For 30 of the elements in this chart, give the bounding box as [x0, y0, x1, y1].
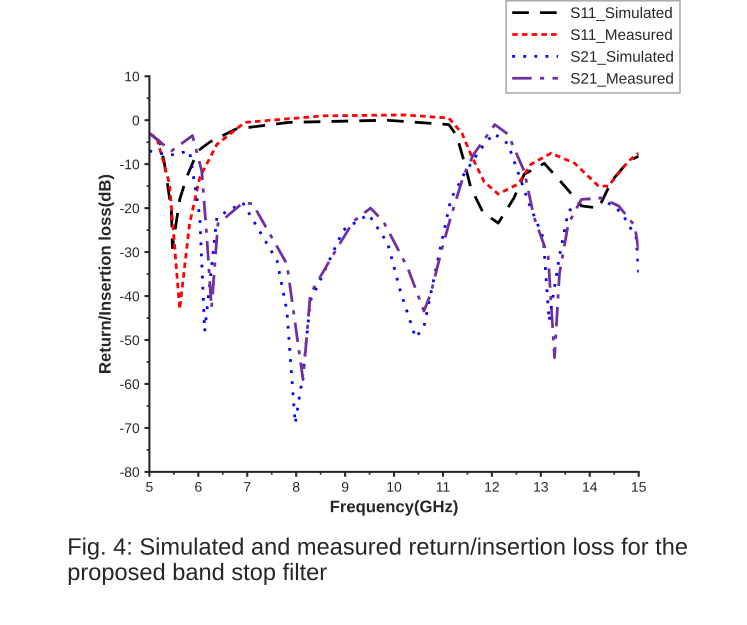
legend-label: S21_Simulated — [570, 50, 673, 65]
y-tick-label: -30 — [120, 247, 140, 258]
x-tick-label: 13 — [534, 482, 548, 492]
x-tick-label: 7 — [244, 482, 250, 492]
y-tick-label: -70 — [120, 423, 140, 434]
x-tick-label: 14 — [583, 482, 598, 492]
y-tick-label: -20 — [120, 203, 140, 214]
line-series — [149, 123, 639, 381]
y-tick-label: -10 — [120, 160, 140, 170]
x-tick-label: 5 — [146, 482, 153, 492]
legend-label: S11_Measured — [570, 28, 672, 43]
x-tick-label: 9 — [342, 482, 348, 492]
y-axis-title: Return/Insertion loss(dB) — [98, 174, 114, 373]
x-axis-title: Frequency(GHz) — [330, 500, 458, 516]
y-tick-label: -80 — [120, 467, 140, 478]
x-tick-label: 10 — [387, 482, 402, 492]
y-tick-label: -40 — [120, 291, 140, 302]
legend-label: S21_Measured — [570, 72, 673, 87]
x-tick-label: 15 — [632, 482, 646, 492]
y-tick-label: 0 — [132, 116, 140, 126]
x-tick-label: 6 — [195, 482, 202, 492]
legend-label: S11_Simulated — [570, 6, 672, 22]
x-tick-label: 8 — [292, 482, 300, 492]
caption: Fig. 4: Simulated and measured return/insertion loss for the proposed band stop filter — [68, 538, 687, 585]
line-series — [149, 114, 639, 311]
y-tick-label: -60 — [120, 379, 140, 390]
y-tick-label: 10 — [125, 72, 140, 82]
x-tick-label: 12 — [485, 482, 499, 492]
y-tick-label: -50 — [120, 335, 140, 346]
x-tick-label: 11 — [436, 482, 450, 492]
